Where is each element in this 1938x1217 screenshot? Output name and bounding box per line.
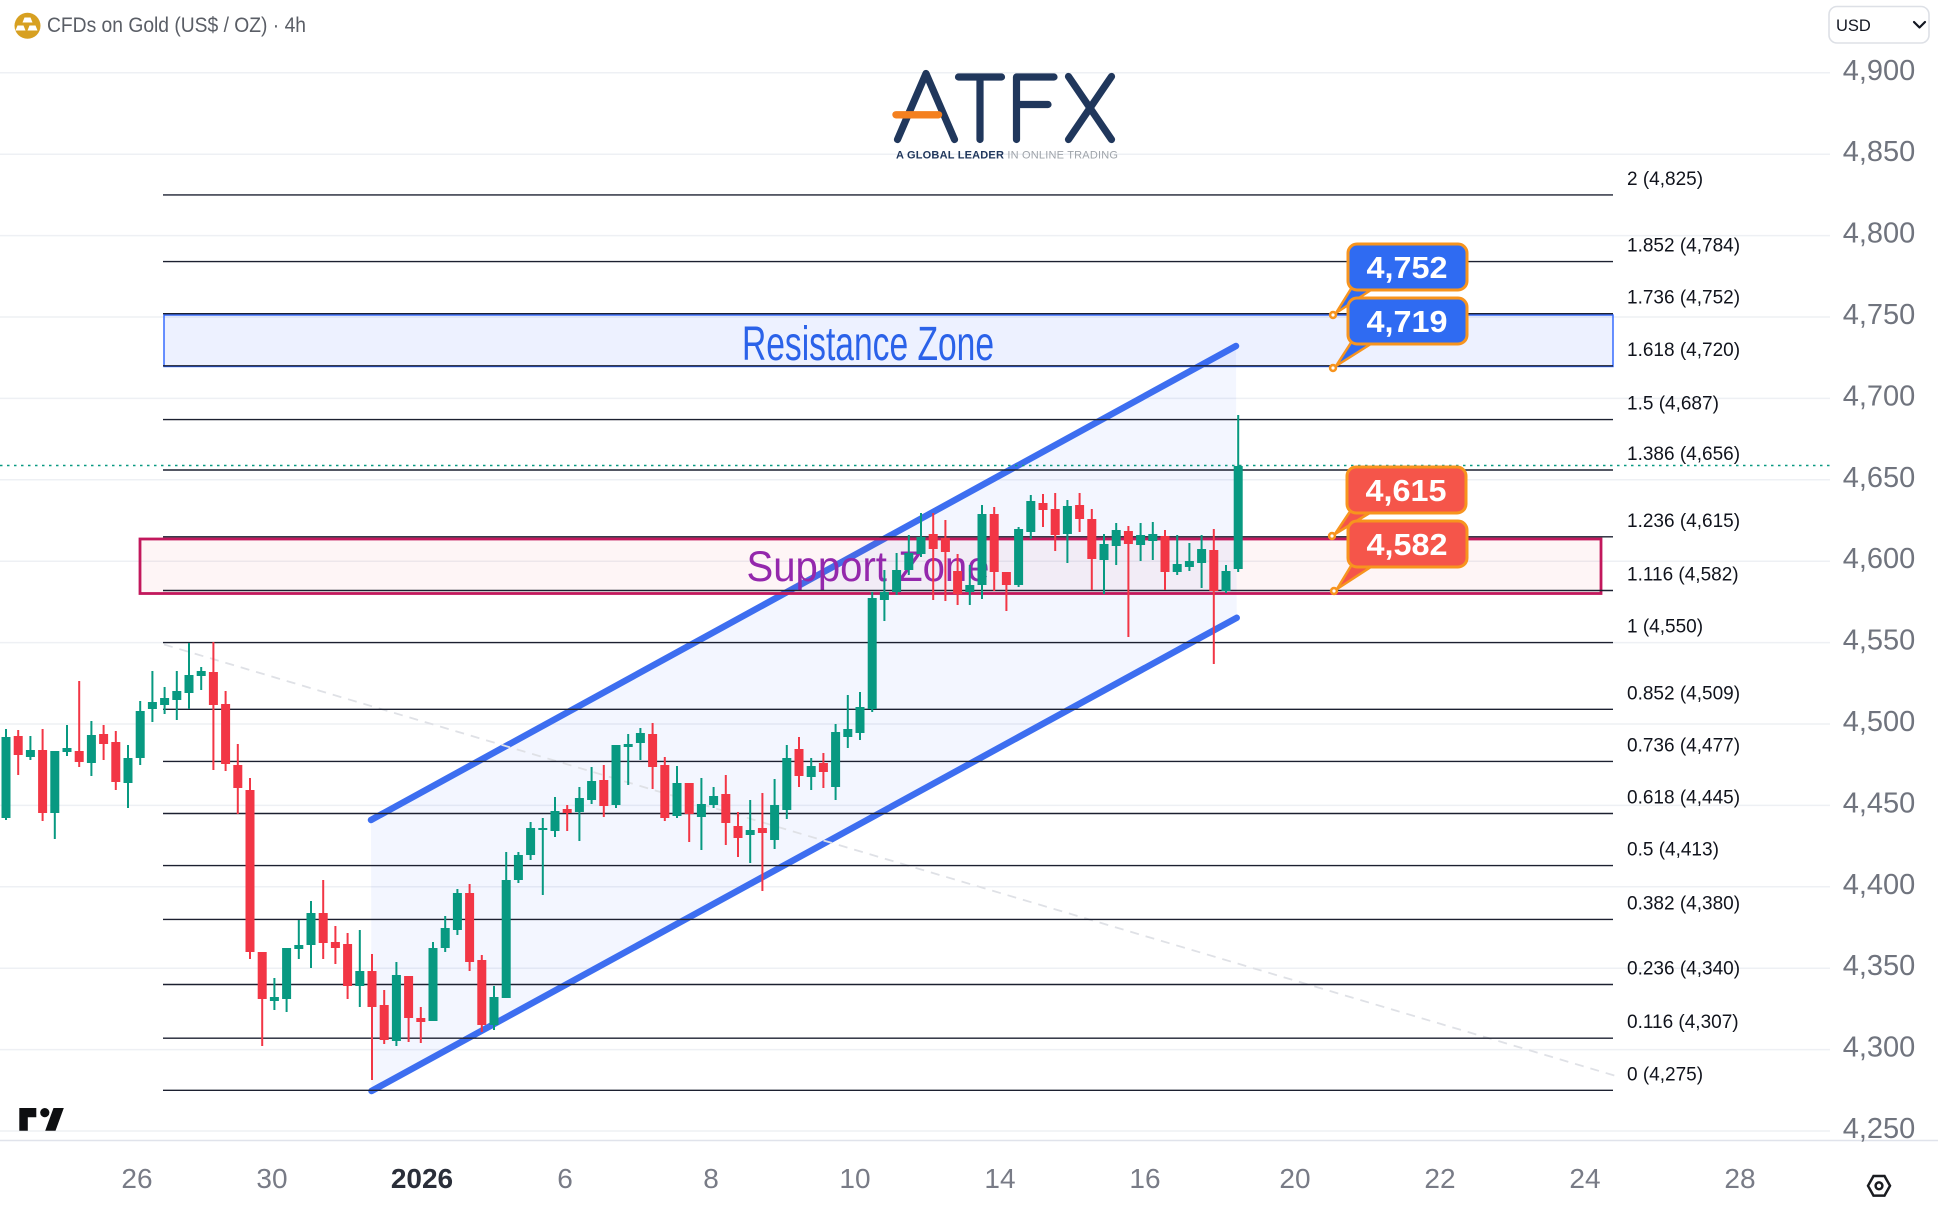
svg-text:10: 10 [839, 1163, 870, 1194]
svg-text:4,752: 4,752 [1367, 250, 1448, 285]
svg-text:1.5 (4,687): 1.5 (4,687) [1627, 394, 1719, 415]
svg-text:6: 6 [557, 1163, 573, 1194]
svg-text:30: 30 [256, 1163, 287, 1194]
svg-text:4,550: 4,550 [1843, 625, 1916, 657]
svg-text:4,350: 4,350 [1843, 950, 1916, 982]
svg-text:0.236 (4,340): 0.236 (4,340) [1627, 959, 1740, 980]
svg-text:4,500: 4,500 [1843, 706, 1916, 738]
svg-text:2 (4,825): 2 (4,825) [1627, 169, 1703, 190]
svg-text:4,700: 4,700 [1843, 380, 1916, 412]
svg-text:4,850: 4,850 [1843, 136, 1916, 168]
svg-text:1.618 (4,720): 1.618 (4,720) [1627, 340, 1740, 361]
svg-text:4,650: 4,650 [1843, 462, 1916, 494]
svg-text:4,450: 4,450 [1843, 787, 1916, 819]
svg-text:4,600: 4,600 [1843, 543, 1916, 575]
svg-text:2026: 2026 [391, 1163, 453, 1194]
svg-text:4,750: 4,750 [1843, 299, 1916, 331]
svg-text:Support Zone: Support Zone [747, 544, 990, 591]
svg-text:0.382 (4,380): 0.382 (4,380) [1627, 893, 1740, 914]
svg-text:4,300: 4,300 [1843, 1032, 1916, 1064]
svg-text:14: 14 [984, 1163, 1015, 1194]
svg-text:1.736 (4,752): 1.736 (4,752) [1627, 288, 1740, 309]
svg-text:0.736 (4,477): 0.736 (4,477) [1627, 735, 1740, 756]
svg-text:4,719: 4,719 [1367, 304, 1448, 339]
svg-text:4,582: 4,582 [1367, 527, 1448, 562]
svg-text:0 (4,275): 0 (4,275) [1627, 1064, 1703, 1085]
svg-text:Resistance Zone: Resistance Zone [742, 318, 994, 371]
svg-text:0.5 (4,413): 0.5 (4,413) [1627, 840, 1719, 861]
svg-text:1.236 (4,615): 1.236 (4,615) [1627, 511, 1740, 532]
svg-text:4,900: 4,900 [1843, 55, 1916, 87]
svg-text:0.618 (4,445): 0.618 (4,445) [1627, 788, 1740, 809]
svg-text:28: 28 [1724, 1163, 1755, 1194]
svg-text:1 (4,550): 1 (4,550) [1627, 617, 1703, 638]
svg-text:1.852 (4,784): 1.852 (4,784) [1627, 236, 1740, 257]
svg-text:0.116 (4,307): 0.116 (4,307) [1627, 1012, 1739, 1033]
svg-text:CFDs on Gold (US$ / OZ) · 4h: CFDs on Gold (US$ / OZ) · 4h [47, 13, 306, 37]
svg-text:1.386 (4,656): 1.386 (4,656) [1627, 444, 1740, 465]
svg-text:8: 8 [703, 1163, 719, 1194]
svg-text:22: 22 [1424, 1163, 1455, 1194]
svg-text:USD: USD [1836, 17, 1871, 35]
svg-text:16: 16 [1129, 1163, 1160, 1194]
svg-text:1.116 (4,582): 1.116 (4,582) [1627, 565, 1739, 586]
svg-text:4,400: 4,400 [1843, 869, 1916, 901]
svg-text:20: 20 [1279, 1163, 1310, 1194]
svg-text:0.852 (4,509): 0.852 (4,509) [1627, 683, 1740, 704]
svg-text:A GLOBAL LEADER IN ONLINE TRAD: A GLOBAL LEADER IN ONLINE TRADING [896, 150, 1118, 162]
svg-text:26: 26 [121, 1163, 152, 1194]
svg-text:4,615: 4,615 [1366, 473, 1447, 508]
svg-text:4,250: 4,250 [1843, 1113, 1916, 1145]
svg-text:24: 24 [1569, 1163, 1600, 1194]
svg-text:4,800: 4,800 [1843, 218, 1916, 250]
